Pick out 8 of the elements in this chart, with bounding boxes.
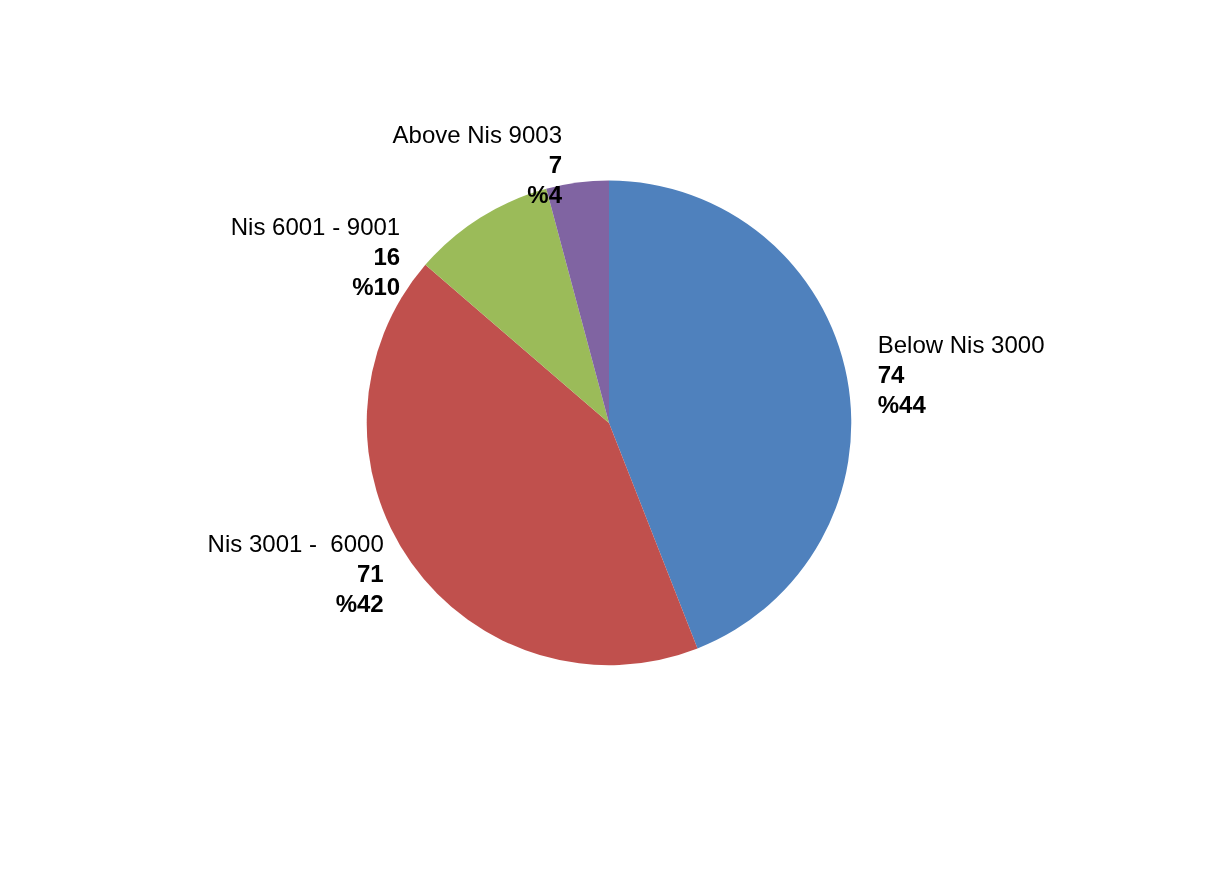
- slice-label: Nis 6001 - 9001: [230, 213, 401, 241]
- slice-label: Below Nis 3000: [877, 330, 1045, 358]
- data-label: 74 %44: [877, 360, 927, 418]
- data-label: 16 %10: [352, 243, 401, 301]
- data-label: 7 %4: [527, 151, 563, 209]
- slice-label: Nis 3001 - 6000: [207, 529, 384, 557]
- slice-label: Above Nis 9003: [392, 121, 563, 149]
- data-label: 71 %42: [335, 559, 384, 617]
